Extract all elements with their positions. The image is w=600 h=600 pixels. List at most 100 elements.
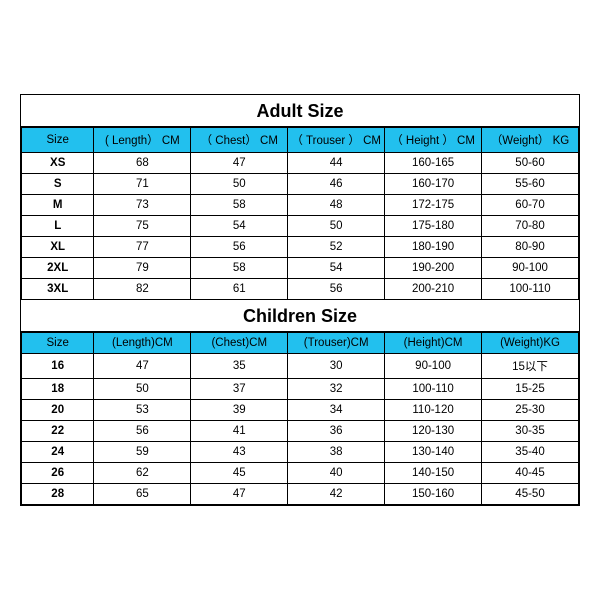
section-title: Adult Size xyxy=(21,95,579,127)
table-cell: 25-30 xyxy=(482,400,579,421)
table-row: 26624540140-15040-45 xyxy=(22,463,579,484)
table-cell: 35 xyxy=(191,354,288,379)
table-cell: 2XL xyxy=(22,258,94,279)
column-header: (Chest)CM xyxy=(191,333,288,354)
column-header: （ Chest） CM xyxy=(191,128,288,153)
table-cell: 175-180 xyxy=(385,216,482,237)
table-cell: 42 xyxy=(288,484,385,505)
table-cell: 30 xyxy=(288,354,385,379)
table-cell: 50 xyxy=(191,174,288,195)
table-cell: L xyxy=(22,216,94,237)
table-cell: 38 xyxy=(288,442,385,463)
table-cell: 22 xyxy=(22,421,94,442)
table-row: XL775652180-19080-90 xyxy=(22,237,579,258)
table-cell: 16 xyxy=(22,354,94,379)
table-cell: 44 xyxy=(288,153,385,174)
table-cell: 15-25 xyxy=(482,379,579,400)
table-cell: 3XL xyxy=(22,279,94,300)
table-cell: 43 xyxy=(191,442,288,463)
table-cell: 50-60 xyxy=(482,153,579,174)
table-row: XS684744160-16550-60 xyxy=(22,153,579,174)
table-cell: 77 xyxy=(94,237,191,258)
table-cell: 47 xyxy=(191,153,288,174)
table-cell: 35-40 xyxy=(482,442,579,463)
table-cell: 79 xyxy=(94,258,191,279)
table-row: 28654742150-16045-50 xyxy=(22,484,579,505)
table-cell: 32 xyxy=(288,379,385,400)
table-cell: 160-170 xyxy=(385,174,482,195)
column-header: （Weight） KG xyxy=(482,128,579,153)
table-cell: 80-90 xyxy=(482,237,579,258)
table-cell: M xyxy=(22,195,94,216)
table-cell: 200-210 xyxy=(385,279,482,300)
table-row: 24594338130-14035-40 xyxy=(22,442,579,463)
table-cell: 40 xyxy=(288,463,385,484)
table-cell: 50 xyxy=(94,379,191,400)
table-cell: 48 xyxy=(288,195,385,216)
table-cell: 60-70 xyxy=(482,195,579,216)
table-cell: 47 xyxy=(94,354,191,379)
table-cell: 56 xyxy=(191,237,288,258)
table-row: 3XL826156200-210100-110 xyxy=(22,279,579,300)
table-cell: 172-175 xyxy=(385,195,482,216)
table-cell: 30-35 xyxy=(482,421,579,442)
table-cell: 24 xyxy=(22,442,94,463)
table-cell: 47 xyxy=(191,484,288,505)
column-header: ( Length） CM xyxy=(94,128,191,153)
table-cell: 34 xyxy=(288,400,385,421)
table-cell: 53 xyxy=(94,400,191,421)
column-header: （ Trouser ） CM xyxy=(288,128,385,153)
table-cell: 190-200 xyxy=(385,258,482,279)
table-row: 20533934110-12025-30 xyxy=(22,400,579,421)
table-cell: 70-80 xyxy=(482,216,579,237)
table-cell: 180-190 xyxy=(385,237,482,258)
table-cell: 18 xyxy=(22,379,94,400)
section-title: Children Size xyxy=(21,300,579,332)
column-header: (Trouser)CM xyxy=(288,333,385,354)
table-cell: 65 xyxy=(94,484,191,505)
table-cell: 62 xyxy=(94,463,191,484)
table-cell: 20 xyxy=(22,400,94,421)
table-cell: 61 xyxy=(191,279,288,300)
table-row: S715046160-17055-60 xyxy=(22,174,579,195)
column-header: (Length)CM xyxy=(94,333,191,354)
table-cell: 82 xyxy=(94,279,191,300)
table-cell: 130-140 xyxy=(385,442,482,463)
table-row: 1647353090-10015以下 xyxy=(22,354,579,379)
table-cell: 90-100 xyxy=(385,354,482,379)
table-cell: 110-120 xyxy=(385,400,482,421)
table-cell: 40-45 xyxy=(482,463,579,484)
table-cell: 37 xyxy=(191,379,288,400)
table-cell: 68 xyxy=(94,153,191,174)
table-cell: 71 xyxy=(94,174,191,195)
table-cell: 120-130 xyxy=(385,421,482,442)
table-cell: 54 xyxy=(191,216,288,237)
table-cell: 52 xyxy=(288,237,385,258)
column-header: (Height)CM xyxy=(385,333,482,354)
table-row: 2XL795854190-20090-100 xyxy=(22,258,579,279)
table-cell: 26 xyxy=(22,463,94,484)
size-table: Size( Length） CM（ Chest） CM（ Trouser ） C… xyxy=(21,127,579,300)
table-cell: 160-165 xyxy=(385,153,482,174)
column-header: Size xyxy=(22,128,94,153)
column-header: Size xyxy=(22,333,94,354)
table-cell: 41 xyxy=(191,421,288,442)
table-cell: 45 xyxy=(191,463,288,484)
table-cell: 73 xyxy=(94,195,191,216)
table-row: M735848172-17560-70 xyxy=(22,195,579,216)
column-header: （ Height ） CM xyxy=(385,128,482,153)
table-cell: 140-150 xyxy=(385,463,482,484)
table-cell: S xyxy=(22,174,94,195)
table-cell: 56 xyxy=(288,279,385,300)
table-cell: 150-160 xyxy=(385,484,482,505)
table-cell: 58 xyxy=(191,258,288,279)
table-cell: 54 xyxy=(288,258,385,279)
column-header: (Weight)KG xyxy=(482,333,579,354)
table-row: L755450175-18070-80 xyxy=(22,216,579,237)
table-cell: XL xyxy=(22,237,94,258)
table-cell: 28 xyxy=(22,484,94,505)
table-cell: 39 xyxy=(191,400,288,421)
table-cell: 90-100 xyxy=(482,258,579,279)
table-cell: XS xyxy=(22,153,94,174)
table-cell: 50 xyxy=(288,216,385,237)
